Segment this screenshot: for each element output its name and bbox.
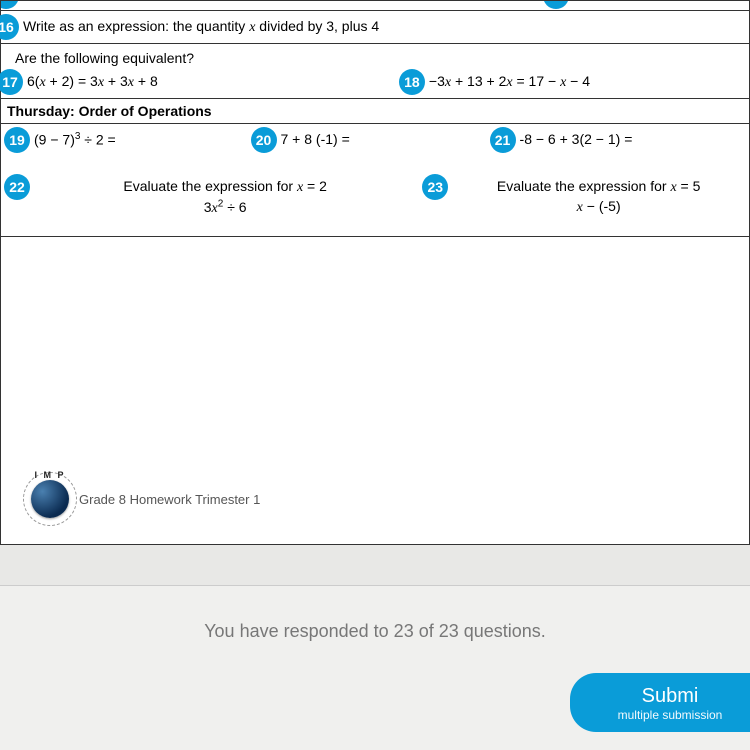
worksheet-area: 3 15 16 Write as an expression: the quan… bbox=[0, 0, 750, 545]
lower-panel: You have responded to 23 of 23 questions… bbox=[0, 585, 750, 750]
q23-bubble: 23 bbox=[422, 174, 448, 200]
q22-text: Evaluate the expression for x = 2 3x2 ÷ … bbox=[34, 171, 420, 224]
equiv-row: Are the following equivalent? 17 6(x + 2… bbox=[1, 44, 749, 99]
q20-text: 7 + 8 (-1) = bbox=[281, 124, 488, 154]
row-22-23: 22 Evaluate the expression for x = 2 3x2… bbox=[0, 171, 749, 237]
submit-button[interactable]: Submi multiple submission bbox=[570, 673, 750, 732]
thursday-header: Thursday: Order of Operations bbox=[0, 99, 749, 124]
partial-row-top: 3 15 bbox=[1, 1, 749, 11]
q22-bubble: 22 bbox=[4, 174, 30, 200]
q20-bubble: 20 bbox=[251, 127, 277, 153]
submit-label: Submi bbox=[600, 685, 740, 708]
row-19-21: 19 (9 − 7)3 ÷ 2 = 20 7 + 8 (-1) = 21 -8 … bbox=[0, 124, 749, 155]
q23-text: Evaluate the expression for x = 5 x − (-… bbox=[452, 171, 749, 223]
progress-text: You have responded to 23 of 23 questions… bbox=[0, 606, 750, 672]
equiv-header: Are the following equivalent? bbox=[1, 46, 749, 66]
q16-bubble: 16 bbox=[0, 14, 19, 40]
q19-text: (9 − 7)3 ÷ 2 = bbox=[34, 124, 249, 155]
brand-footer: I M P Grade 8 Homework Trimester 1 bbox=[31, 480, 260, 518]
q17-text: 6(x + 2) = 3x + 3x + 8 bbox=[27, 66, 397, 98]
brand-letters: I M P bbox=[31, 470, 69, 480]
submit-sublabel: multiple submission bbox=[600, 708, 740, 722]
q17-bubble: 17 bbox=[0, 69, 23, 95]
q21-bubble: 21 bbox=[490, 127, 516, 153]
q16-row: 16 Write as an expression: the quantity … bbox=[1, 11, 749, 44]
q18-text: −3x + 13 + 2x = 17 − x − 4 bbox=[429, 66, 749, 98]
q3-bubble: 3 bbox=[1, 1, 19, 9]
q21-text: -8 − 6 + 3(2 − 1) = bbox=[520, 124, 749, 154]
q16-text: Write as an expression: the quantity x d… bbox=[23, 11, 749, 43]
q19-bubble: 19 bbox=[4, 127, 30, 153]
brand-logo-icon: I M P bbox=[31, 480, 69, 518]
q18-bubble: 18 bbox=[399, 69, 425, 95]
brand-text: Grade 8 Homework Trimester 1 bbox=[79, 492, 260, 507]
